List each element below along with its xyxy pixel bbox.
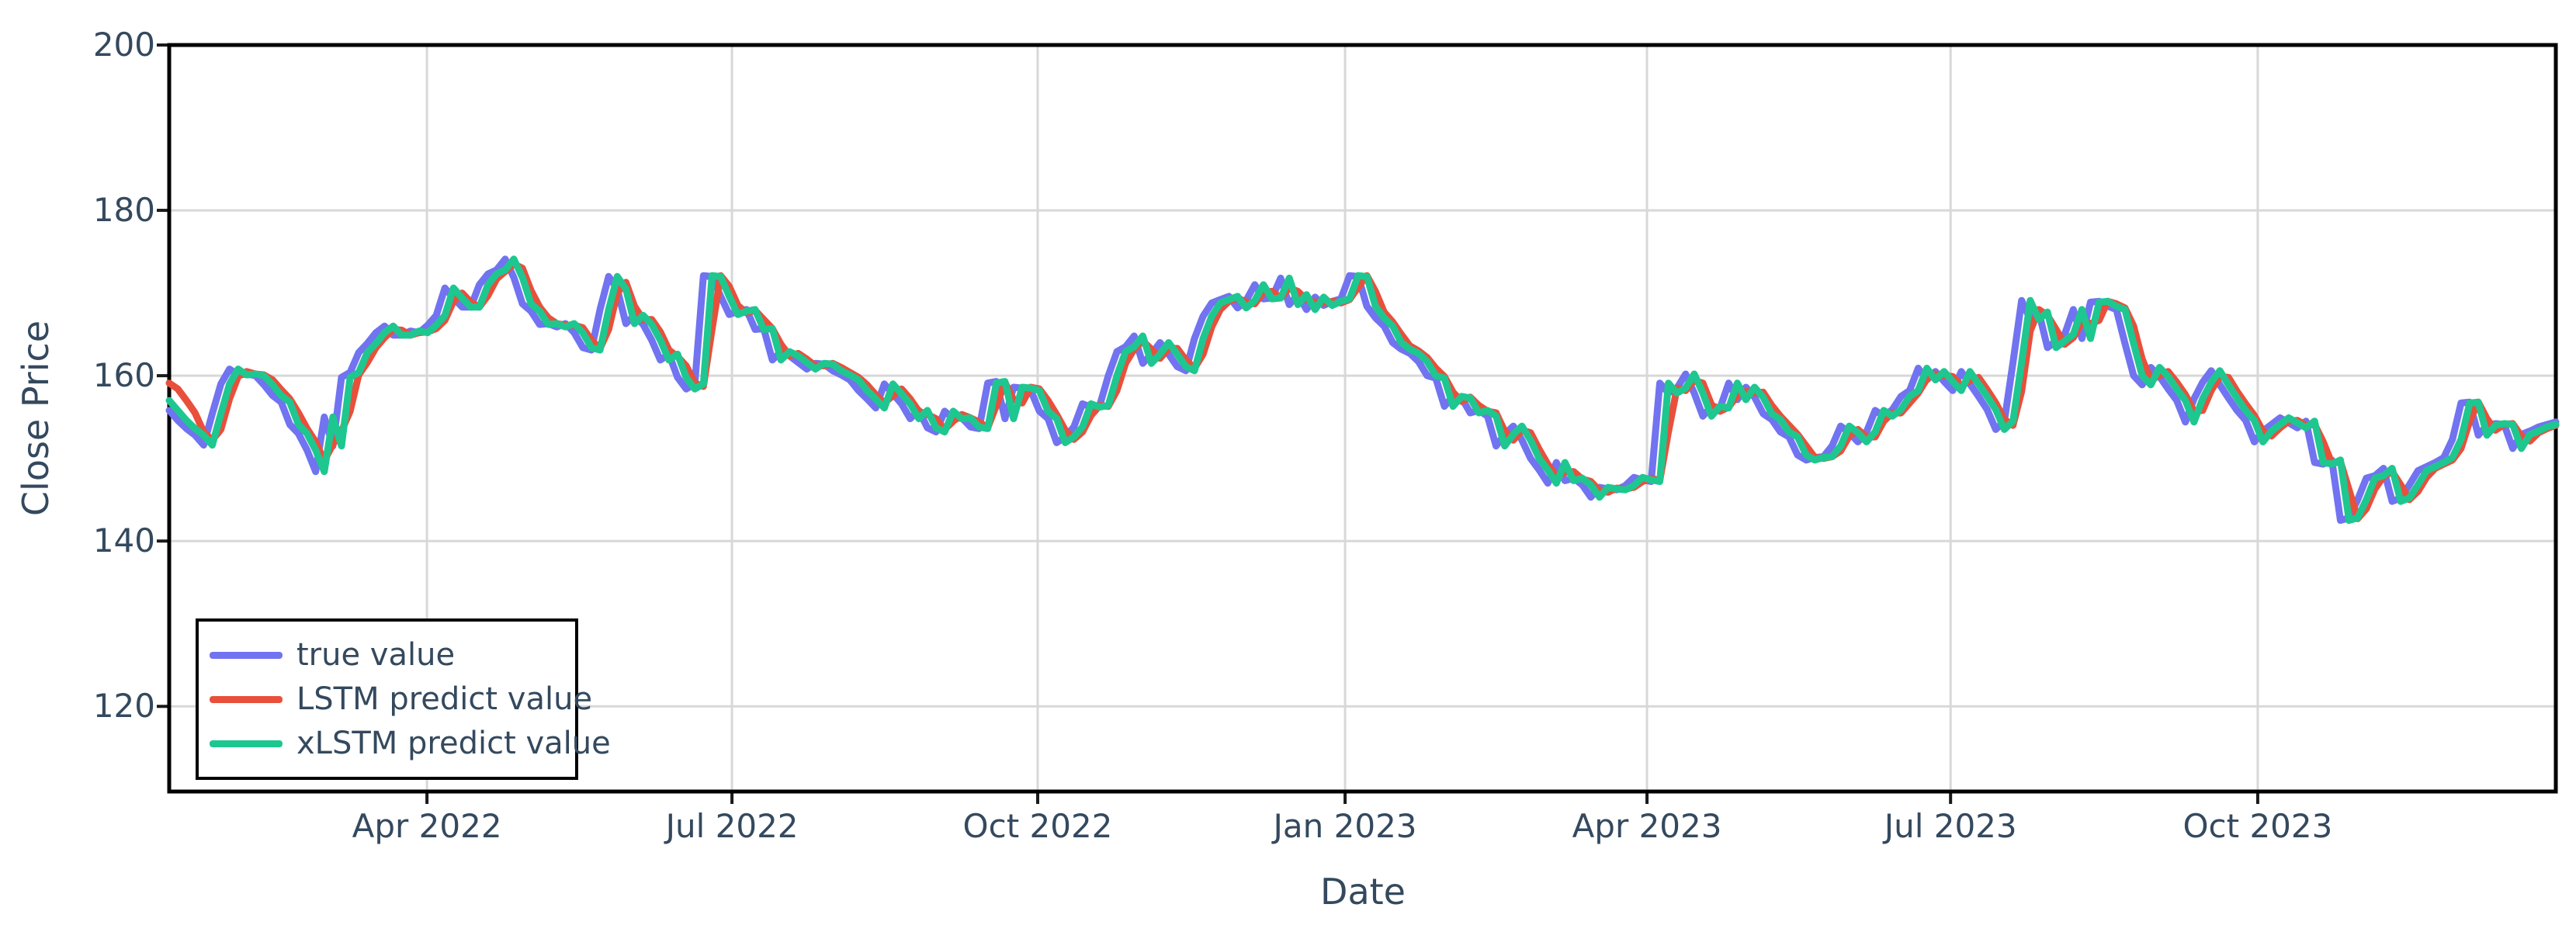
plot-border bbox=[167, 43, 2558, 794]
x-tick-label: Jul 2023 bbox=[1884, 807, 2017, 845]
y-tick-label: 120 bbox=[92, 687, 155, 726]
y-axis-title: Close Price bbox=[15, 320, 57, 517]
x-tick-label: Jan 2023 bbox=[1273, 807, 1417, 845]
x-tick-label: Oct 2022 bbox=[962, 807, 1113, 845]
legend-entry: xLSTM predict value bbox=[199, 728, 611, 759]
y-tick-label: 200 bbox=[92, 26, 155, 64]
legend-swatch-line bbox=[210, 695, 283, 703]
legend-label: LSTM predict value bbox=[296, 681, 593, 717]
legend-label: true value bbox=[296, 637, 456, 673]
x-tick-label: Oct 2023 bbox=[2182, 807, 2333, 845]
legend-entry: LSTM predict value bbox=[199, 684, 592, 715]
legend-entry: true value bbox=[199, 639, 575, 670]
legend-swatch-line bbox=[210, 740, 283, 747]
x-tick-label: Jul 2022 bbox=[665, 807, 799, 845]
x-axis-title: Date bbox=[1320, 871, 1406, 913]
legend-box: true value LSTM predict value xLSTM predic… bbox=[196, 618, 611, 780]
y-tick-label: 180 bbox=[92, 191, 155, 230]
y-tick-label: 160 bbox=[92, 356, 155, 395]
x-tick-label: Apr 2022 bbox=[352, 807, 502, 845]
series-line-xLSTM-predict-value bbox=[165, 255, 2560, 525]
y-tick-label: 140 bbox=[92, 521, 155, 560]
legend-label: xLSTM predict value bbox=[296, 726, 611, 761]
legend-swatch-line bbox=[210, 651, 283, 659]
x-tick-label: Apr 2023 bbox=[1572, 807, 1722, 845]
